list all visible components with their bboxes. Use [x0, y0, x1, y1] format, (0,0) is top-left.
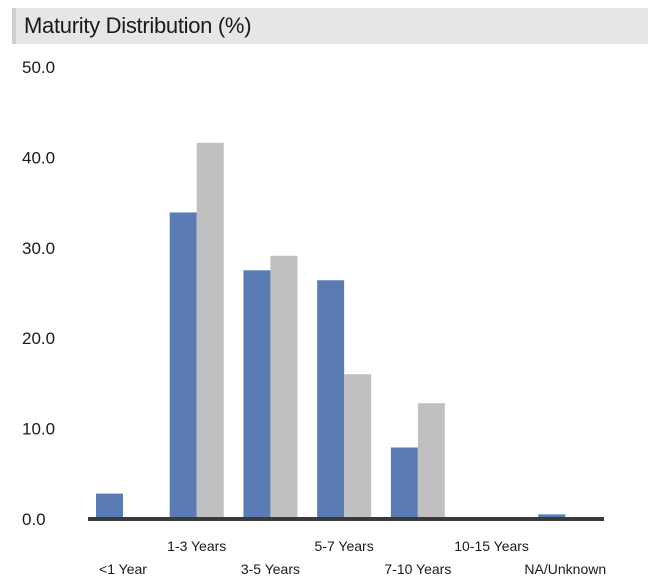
y-tick-label: 50.0: [22, 58, 55, 77]
y-tick-label: 40.0: [22, 148, 55, 167]
x-category-label: 5-7 Years: [315, 538, 374, 554]
bar-series2-3: [344, 374, 372, 518]
chart-header: Maturity Distribution (%): [12, 8, 648, 44]
bar-series1-6: [538, 514, 566, 518]
y-tick-label: 0.0: [22, 510, 46, 529]
x-category-label: 7-10 Years: [384, 561, 451, 577]
bar-series1-3: [317, 280, 345, 518]
bar-series1-2: [243, 270, 271, 518]
bar-series1-1: [169, 212, 197, 518]
y-tick-label: 10.0: [22, 420, 55, 439]
x-axis-baseline: [88, 517, 604, 521]
bar-series1-4: [390, 447, 418, 518]
x-category-label: 3-5 Years: [241, 561, 300, 577]
x-category-label: <1 Year: [99, 561, 147, 577]
bar-series2-4: [417, 403, 445, 518]
x-category-label: 10-15 Years: [454, 538, 529, 554]
bar-series1-0: [96, 493, 123, 518]
bar-series2-1: [196, 142, 224, 518]
x-category-label: 1-3 Years: [167, 538, 226, 554]
y-tick-label: 20.0: [22, 329, 55, 348]
y-tick-label: 30.0: [22, 239, 55, 258]
header-accent-bar: [12, 8, 16, 44]
x-category-label: NA/Unknown: [524, 561, 606, 577]
bar-series2-2: [270, 255, 298, 518]
chart-title: Maturity Distribution (%): [24, 13, 252, 38]
